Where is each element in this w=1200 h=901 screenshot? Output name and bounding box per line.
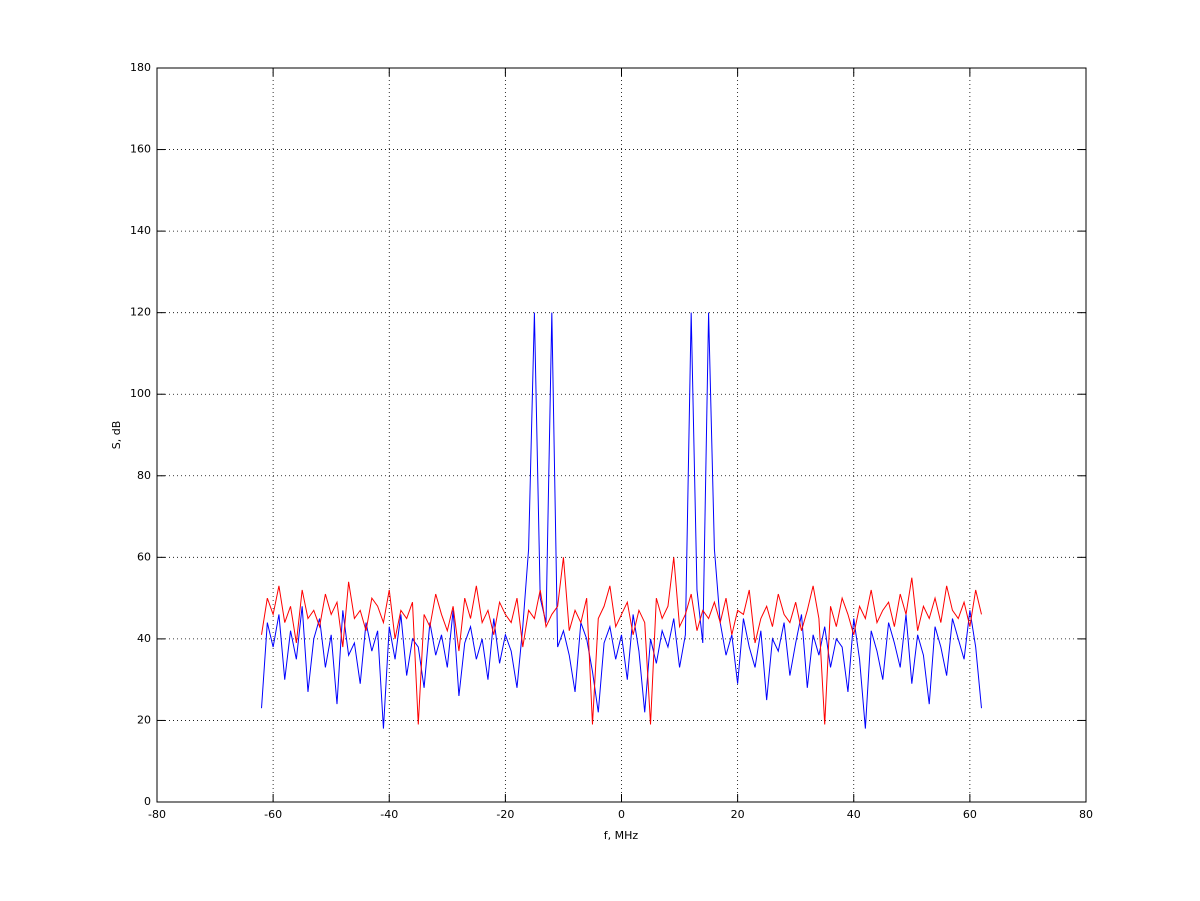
x-tick-label: -60 bbox=[264, 808, 282, 821]
x-tick-label: 40 bbox=[847, 808, 861, 821]
series-line bbox=[261, 557, 982, 725]
plot-frame bbox=[156, 67, 1087, 803]
series-line bbox=[261, 312, 982, 729]
y-tick-label: 160 bbox=[130, 143, 151, 156]
x-axis-label: f, MHz bbox=[604, 829, 639, 842]
y-tick-label: 60 bbox=[137, 550, 151, 563]
y-tick-label: 0 bbox=[144, 795, 151, 808]
y-tick-label: 140 bbox=[130, 224, 151, 237]
y-tick-label: 20 bbox=[137, 713, 151, 726]
y-tick-label: 100 bbox=[130, 387, 151, 400]
x-tick-label: 0 bbox=[618, 808, 625, 821]
y-axis-label: S, dB bbox=[110, 421, 123, 450]
x-tick-label: 80 bbox=[1079, 808, 1093, 821]
y-tick-label: 80 bbox=[137, 469, 151, 482]
x-tick-label: 20 bbox=[731, 808, 745, 821]
x-tick-label: -20 bbox=[496, 808, 514, 821]
x-tick-label: 60 bbox=[963, 808, 977, 821]
x-tick-label: -40 bbox=[380, 808, 398, 821]
y-tick-label: 120 bbox=[130, 306, 151, 319]
x-tick-label: -80 bbox=[148, 808, 166, 821]
y-tick-label: 180 bbox=[130, 61, 151, 74]
y-tick-label: 40 bbox=[137, 632, 151, 645]
